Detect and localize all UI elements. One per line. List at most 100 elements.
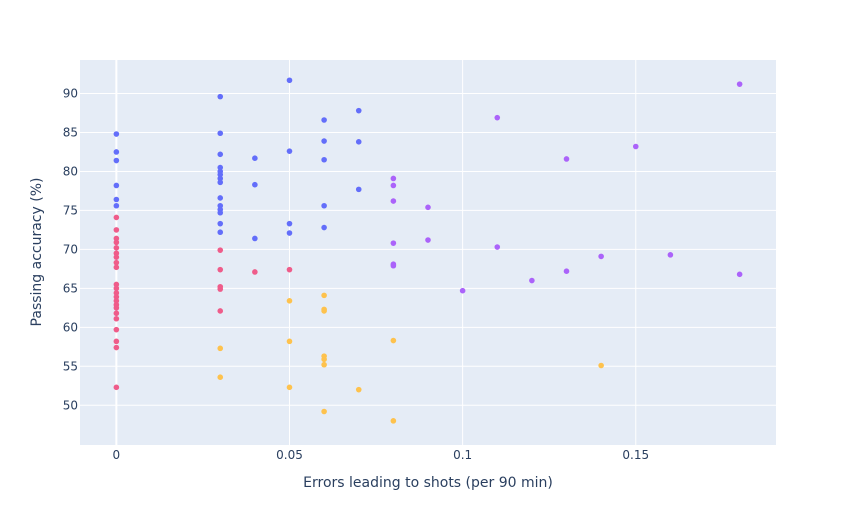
x-tick-label: 0.1 (453, 448, 472, 462)
data-point (355, 139, 362, 145)
data-point (286, 230, 293, 236)
plot-background (80, 60, 776, 445)
data-point (113, 227, 120, 233)
data-point (321, 308, 327, 314)
data-point (390, 240, 397, 246)
data-point (286, 77, 293, 84)
y-tick-label: 70 (63, 242, 78, 256)
data-point (390, 182, 397, 189)
y-axis-ticks: 50 55 60 65 70 75 80 85 90 (63, 87, 78, 413)
x-axis-title: Errors leading to shots (per 90 min) (303, 475, 553, 491)
data-point (113, 281, 120, 288)
data-point (286, 220, 293, 227)
data-point (390, 262, 397, 269)
data-point (252, 235, 258, 242)
data-point (113, 315, 120, 322)
data-point (217, 175, 224, 182)
y-tick-label: 55 (63, 359, 78, 373)
data-point (598, 362, 604, 369)
data-point (217, 209, 224, 216)
data-point (286, 266, 293, 273)
y-tick-label: 75 (63, 203, 78, 217)
data-point (113, 310, 120, 317)
data-point (286, 384, 293, 391)
data-point (217, 286, 224, 292)
data-point (425, 237, 431, 243)
x-tick-label: 0.05 (276, 448, 303, 462)
data-point (113, 196, 120, 203)
data-point (113, 202, 120, 209)
data-point (286, 148, 293, 154)
data-point (321, 156, 327, 163)
data-point (217, 93, 224, 100)
data-point (355, 107, 362, 114)
data-point (113, 285, 120, 292)
y-tick-label: 85 (63, 125, 78, 139)
data-point (321, 356, 327, 363)
data-point (217, 374, 224, 380)
data-point (113, 326, 120, 333)
data-point (355, 386, 362, 393)
data-point (598, 253, 604, 260)
y-tick-label: 50 (63, 398, 78, 412)
data-point (217, 247, 224, 253)
data-point (113, 264, 120, 271)
data-points (113, 77, 743, 424)
data-point (217, 202, 224, 209)
data-point (217, 151, 224, 158)
data-point (113, 338, 120, 345)
data-point (390, 418, 397, 424)
data-point (217, 308, 224, 314)
data-point (252, 181, 258, 188)
data-point (563, 156, 570, 162)
data-point (321, 138, 327, 144)
data-point (321, 117, 327, 123)
data-point (113, 259, 120, 266)
data-point (459, 287, 466, 294)
data-point (321, 202, 327, 209)
data-point (217, 164, 224, 171)
data-point (113, 149, 120, 155)
data-point (217, 345, 224, 352)
data-point (113, 239, 120, 246)
data-point (113, 254, 120, 260)
data-point (217, 195, 224, 201)
y-axis-title: Passing accuracy (%) (29, 178, 45, 327)
data-point (736, 81, 743, 87)
data-point (113, 182, 120, 189)
data-point (113, 298, 120, 304)
data-point (113, 250, 120, 257)
data-point (217, 130, 224, 137)
data-point (252, 155, 258, 161)
data-point (390, 175, 397, 182)
data-point (355, 186, 362, 193)
data-point (736, 271, 743, 278)
data-point (529, 277, 535, 284)
x-axis-ticks: 0 0.05 0.1 0.15 (113, 448, 650, 462)
data-point (321, 224, 327, 231)
data-point (632, 143, 639, 150)
data-point (286, 298, 293, 304)
data-point (113, 290, 120, 296)
data-point (113, 214, 120, 221)
data-point (217, 220, 224, 227)
x-tick-label: 0 (113, 448, 121, 462)
data-point (494, 114, 501, 121)
data-point (113, 384, 120, 391)
data-point (286, 338, 293, 345)
data-point (390, 337, 397, 344)
data-point (217, 229, 224, 236)
data-point (217, 171, 224, 178)
data-point (113, 294, 120, 300)
data-point (667, 252, 674, 258)
data-point (321, 361, 327, 368)
data-point (563, 268, 570, 275)
data-point (113, 344, 120, 351)
y-tick-label: 80 (63, 164, 78, 178)
data-point (321, 408, 327, 415)
y-tick-label: 90 (63, 87, 78, 101)
data-point (252, 269, 258, 275)
data-point (321, 292, 327, 299)
data-point (390, 198, 397, 204)
